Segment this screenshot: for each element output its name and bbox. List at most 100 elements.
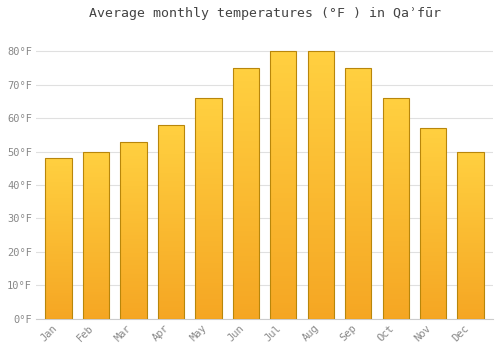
Bar xyxy=(158,228,184,230)
Bar xyxy=(232,153,259,156)
Bar xyxy=(308,222,334,225)
Bar xyxy=(308,241,334,244)
Bar xyxy=(196,310,222,312)
Bar xyxy=(232,86,259,88)
Bar xyxy=(120,290,146,292)
Bar xyxy=(83,244,109,245)
Bar xyxy=(345,203,372,206)
Bar xyxy=(458,314,483,315)
Bar xyxy=(382,241,409,244)
Bar xyxy=(420,309,446,311)
Bar xyxy=(382,264,409,266)
Bar xyxy=(232,133,259,136)
Bar xyxy=(120,144,146,145)
Bar xyxy=(458,288,483,290)
Bar xyxy=(120,283,146,285)
Bar xyxy=(382,277,409,279)
Bar xyxy=(382,160,409,162)
Bar xyxy=(382,294,409,296)
Bar xyxy=(120,212,146,214)
Bar xyxy=(308,302,334,305)
Bar xyxy=(120,274,146,276)
Bar xyxy=(196,217,222,219)
Bar xyxy=(345,156,372,158)
Bar xyxy=(120,230,146,232)
Bar xyxy=(270,113,296,116)
Bar xyxy=(458,285,483,287)
Bar xyxy=(46,294,72,296)
Bar xyxy=(382,175,409,177)
Bar xyxy=(46,309,72,310)
Bar xyxy=(196,98,222,318)
Bar xyxy=(382,288,409,290)
Bar xyxy=(83,252,109,253)
Bar xyxy=(382,184,409,186)
Bar xyxy=(120,257,146,258)
Bar xyxy=(83,268,109,270)
Bar xyxy=(158,230,184,231)
Bar xyxy=(345,236,372,238)
Bar xyxy=(420,180,446,182)
Bar xyxy=(158,278,184,280)
Bar xyxy=(270,316,296,318)
Bar xyxy=(308,313,334,316)
Bar xyxy=(345,93,372,96)
Bar xyxy=(308,262,334,265)
Bar xyxy=(270,236,296,238)
Bar xyxy=(196,98,222,100)
Bar xyxy=(458,315,483,317)
Bar xyxy=(196,109,222,111)
Bar xyxy=(120,174,146,175)
Bar xyxy=(232,76,259,78)
Bar xyxy=(420,263,446,265)
Bar xyxy=(345,186,372,188)
Bar xyxy=(270,142,296,145)
Bar xyxy=(308,62,334,65)
Bar xyxy=(158,309,184,311)
Bar xyxy=(46,194,72,195)
Bar xyxy=(382,257,409,259)
Bar xyxy=(120,315,146,317)
Bar xyxy=(120,244,146,246)
Bar xyxy=(458,198,483,200)
Bar xyxy=(308,94,334,97)
Bar xyxy=(46,293,72,294)
Bar xyxy=(345,143,372,146)
Bar xyxy=(83,282,109,284)
Bar xyxy=(458,162,483,163)
Bar xyxy=(308,97,334,99)
Bar xyxy=(158,243,184,245)
Bar xyxy=(120,202,146,204)
Bar xyxy=(46,248,72,250)
Bar xyxy=(308,169,334,171)
Bar xyxy=(308,86,334,89)
Bar xyxy=(196,228,222,230)
Bar xyxy=(458,167,483,168)
Bar xyxy=(120,181,146,182)
Bar xyxy=(420,311,446,313)
Bar xyxy=(158,197,184,198)
Bar xyxy=(196,308,222,310)
Bar xyxy=(83,279,109,280)
Bar xyxy=(308,113,334,116)
Bar xyxy=(196,131,222,133)
Bar xyxy=(232,93,259,96)
Bar xyxy=(83,285,109,287)
Bar xyxy=(158,233,184,235)
Bar xyxy=(458,302,483,303)
Bar xyxy=(458,217,483,218)
Bar xyxy=(270,300,296,302)
Bar xyxy=(120,218,146,219)
Bar xyxy=(458,223,483,225)
Bar xyxy=(232,201,259,203)
Bar xyxy=(308,177,334,180)
Bar xyxy=(270,169,296,171)
Bar xyxy=(46,307,72,309)
Bar xyxy=(308,73,334,76)
Bar xyxy=(46,195,72,197)
Bar xyxy=(158,191,184,192)
Bar xyxy=(345,108,372,111)
Bar xyxy=(46,198,72,200)
Bar xyxy=(382,182,409,184)
Bar xyxy=(458,250,483,252)
